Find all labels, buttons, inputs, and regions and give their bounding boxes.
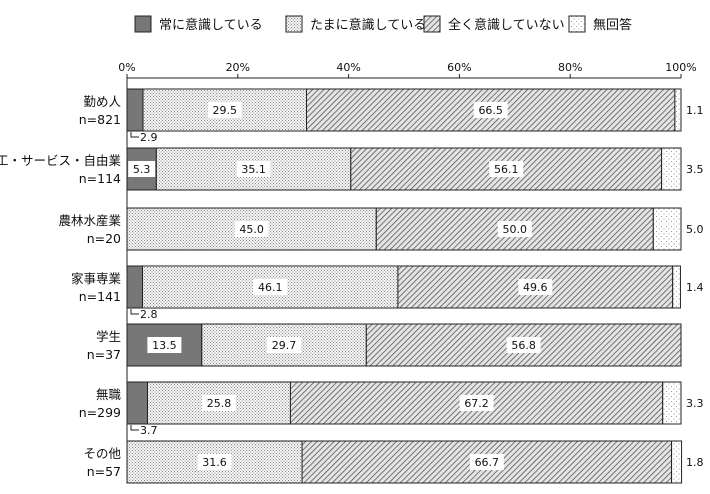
data-label-bg-4-3 [518, 279, 553, 295]
data-label-2-4: 3.5 [686, 163, 704, 176]
x-tick-label-4: 80% [558, 61, 582, 74]
bar-segment-6-1 [126, 381, 148, 425]
data-label-1-2: 29.5 [213, 104, 238, 117]
data-label-7-3: 66.7 [475, 456, 500, 469]
bar-row-1: 勤め人 n=821 2.9 29.5 66.5 1.1 [79, 88, 704, 144]
data-label-bg-1-2 [207, 102, 242, 118]
leader-line-6 [130, 425, 139, 431]
category-n-5: n=37 [87, 347, 121, 362]
legend-label-4: 無回答 [593, 17, 632, 33]
bar-segment-6-2 [146, 381, 291, 425]
legend-swatch-1 [134, 15, 152, 33]
data-label-4-3: 49.6 [523, 281, 548, 294]
data-label-bg-2-3 [489, 161, 524, 177]
bar-row-4: 家事専業 n=141 2.8 46.1 49.6 1.4 [71, 265, 704, 321]
category-label-7: その他 [83, 446, 121, 461]
data-label-4-4: 1.4 [686, 281, 704, 294]
bar-segment-4-1 [126, 265, 144, 309]
bar-row-5: 学生 n=37 13.5 29.7 56.8 [87, 323, 682, 367]
bar-segment-1-4 [674, 88, 682, 132]
data-label-6-2: 25.8 [207, 397, 232, 410]
data-label-3-3: 50.0 [503, 223, 528, 236]
data-label-bg-6-3 [459, 395, 494, 411]
data-label-bg-6-2 [201, 395, 236, 411]
data-label-3-4: 5.0 [686, 223, 704, 236]
data-label-bg-7-3 [469, 454, 504, 470]
bars: 勤め人 n=821 2.9 29.5 66.5 1.1 商工・サービス・自由業 n=114 5.… [0, 88, 704, 484]
leader-line-4 [130, 309, 139, 315]
data-label-5-3: 56.8 [511, 339, 536, 352]
data-label-2-3: 56.1 [494, 163, 519, 176]
data-label-6-4: 3.3 [686, 397, 704, 410]
data-label-bg-3-2 [234, 221, 269, 237]
data-label-5-1: 13.5 [152, 339, 177, 352]
category-label-1: 勤め人 [83, 94, 121, 109]
category-label-6: 無職 [96, 387, 122, 402]
data-label-2-2: 35.1 [241, 163, 266, 176]
x-tick-label-1: 20% [226, 61, 250, 74]
bar-row-3: 農林水産業 n=20 45.0 50.0 5.0 [58, 207, 704, 251]
category-label-4: 家事専業 [71, 271, 122, 286]
data-label-1-1: 2.9 [140, 131, 158, 144]
data-label-6-3: 67.2 [464, 397, 489, 410]
bar-segment-7-4 [671, 440, 683, 484]
data-label-2-1: 5.3 [133, 163, 151, 176]
data-label-bg-1-3 [473, 102, 508, 118]
data-label-4-1: 2.8 [140, 308, 158, 321]
legend-swatch-3 [423, 15, 441, 33]
data-label-5-2: 29.7 [272, 339, 297, 352]
data-label-bg-7-2 [197, 454, 232, 470]
data-label-4-2: 46.1 [258, 281, 283, 294]
data-label-3-2: 45.0 [239, 223, 264, 236]
bar-segment-4-4 [672, 265, 681, 309]
data-label-bg-4-2 [253, 279, 288, 295]
legend-swatch-4 [568, 15, 586, 33]
category-n-1: n=821 [79, 112, 121, 127]
legend-label-3: 全く意識していない [448, 17, 565, 33]
legend-label-2: たまに意識している [310, 17, 426, 33]
data-label-6-1: 3.7 [140, 424, 158, 437]
data-label-bg-3-3 [497, 221, 532, 237]
x-tick-label-0: 0% [118, 61, 135, 74]
category-label-5: 学生 [96, 329, 121, 344]
category-n-6: n=299 [79, 405, 121, 420]
legend-label-1: 常に意識している [159, 17, 263, 33]
bar-segment-6-4 [662, 381, 682, 425]
bar-segment-1-1 [126, 88, 144, 132]
category-label-2: 商工・サービス・自由業 [0, 153, 121, 168]
data-label-bg-5-3 [506, 337, 541, 353]
leader-line-1 [130, 132, 139, 138]
data-label-1-3: 66.5 [478, 104, 503, 117]
data-label-bg-2-2 [236, 161, 271, 177]
category-n-2: n=114 [79, 171, 121, 186]
category-n-7: n=57 [87, 464, 121, 479]
category-n-3: n=20 [87, 231, 121, 246]
category-n-4: n=141 [79, 289, 121, 304]
bar-segment-2-2 [155, 147, 352, 191]
x-tick-label-5: 100% [665, 61, 696, 74]
x-tick-label-2: 40% [336, 61, 360, 74]
data-label-bg-2-1 [128, 161, 156, 177]
data-label-7-2: 31.6 [202, 456, 227, 469]
data-label-7-4: 1.8 [686, 456, 704, 469]
bar-row-6: 無職 n=299 3.7 25.8 67.2 3.3 [79, 381, 704, 437]
data-label-1-4: 1.1 [686, 104, 704, 117]
bar-row-2: 商工・サービス・自由業 n=114 5.3 35.1 56.1 3.5 [0, 147, 704, 191]
x-tick-label-3: 60% [447, 61, 471, 74]
bar-segment-2-4 [661, 147, 682, 191]
bar-row-7: その他 n=57 31.6 66.7 1.8 [83, 440, 704, 484]
legend: 常に意識している たまに意識している 全く意識していない 無回答 [134, 15, 632, 33]
legend-swatch-2 [285, 15, 303, 33]
category-label-3: 農林水産業 [58, 213, 121, 228]
data-label-bg-5-1 [147, 337, 182, 353]
data-label-bg-5-2 [267, 337, 302, 353]
bar-segment-3-4 [652, 207, 682, 251]
